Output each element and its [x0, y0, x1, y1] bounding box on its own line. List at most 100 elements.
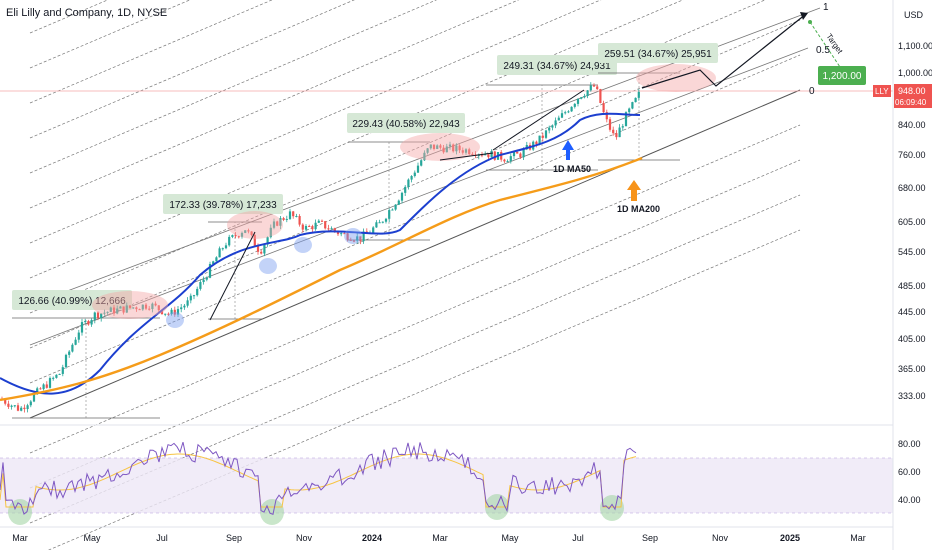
- candle-body: [589, 85, 592, 91]
- candle-body: [576, 98, 580, 104]
- support-circle: [166, 312, 184, 328]
- candle-body: [503, 159, 506, 162]
- candle-body: [320, 220, 324, 222]
- target-dot: [808, 20, 812, 24]
- candle-body: [554, 120, 557, 126]
- channel-line: [29, 0, 684, 279]
- candle-body: [186, 300, 189, 306]
- candle-body: [74, 339, 77, 345]
- candle-body: [458, 145, 461, 151]
- candle-body: [416, 165, 420, 173]
- candle-body: [173, 309, 176, 315]
- candle-body: [314, 222, 317, 230]
- channel-line: [29, 89, 801, 419]
- candle-body: [336, 231, 340, 235]
- measure-label: 172.33 (39.78%) 17,233: [169, 200, 277, 211]
- candle-body: [128, 305, 132, 308]
- candle-body: [138, 309, 141, 311]
- candle-body: [570, 106, 573, 112]
- candle-body: [157, 305, 160, 311]
- candle-body: [55, 374, 58, 378]
- candle-body: [68, 351, 71, 355]
- candle-body: [506, 161, 509, 163]
- currency-label: USD: [904, 10, 924, 20]
- rsi-oversold-circle: [260, 499, 284, 525]
- candle-body: [544, 130, 548, 138]
- ma200-label: 1D MA200: [617, 204, 660, 214]
- candle-body: [272, 221, 276, 228]
- candle-body: [340, 233, 343, 235]
- candle-body: [413, 172, 416, 177]
- candle-body: [231, 235, 234, 237]
- measure-label: 259.51 (34.67%) 25,951: [604, 49, 712, 60]
- candle-body: [400, 192, 404, 201]
- candle-body: [151, 303, 154, 310]
- target-badge: [818, 66, 866, 85]
- time-tick: 2025: [780, 533, 800, 543]
- last-price-badge: [894, 84, 932, 108]
- candle-body: [237, 236, 240, 238]
- time-tick: May: [83, 533, 101, 543]
- candlestick-series: [0, 82, 640, 413]
- candle-body: [183, 305, 186, 308]
- candle-body: [244, 230, 247, 233]
- candle-body: [442, 147, 445, 153]
- support-circle: [259, 258, 277, 274]
- candle-body: [170, 309, 173, 315]
- measure-label-bg: [497, 55, 617, 75]
- measure-label-bg: [163, 194, 283, 214]
- trend-arrow: [209, 231, 256, 321]
- candle-body: [608, 119, 612, 130]
- candle-body: [285, 218, 288, 220]
- candle-body: [573, 103, 576, 107]
- resistance-zone: [400, 133, 480, 161]
- candle-body: [42, 384, 45, 390]
- candle-body: [372, 227, 375, 233]
- trend-arrow: [439, 152, 494, 161]
- candle-body: [615, 133, 618, 138]
- candle-body: [471, 154, 474, 156]
- resistance-zone: [227, 211, 283, 239]
- time-tick: Sep: [226, 533, 242, 543]
- time-tick: Sep: [642, 533, 658, 543]
- rsi-panel: [0, 424, 893, 525]
- ma50-arrow-icon: [562, 140, 574, 160]
- rsi-ma-line: [0, 453, 637, 508]
- price-tick: 1,000.00: [898, 68, 932, 78]
- candle-body: [628, 108, 631, 113]
- candle-body: [624, 112, 628, 127]
- candle-body: [29, 401, 32, 406]
- candle-body: [359, 236, 362, 242]
- candle-body: [583, 95, 586, 98]
- candle-body: [634, 97, 637, 103]
- candle-body: [23, 407, 26, 410]
- candle-body: [356, 236, 359, 241]
- candle-body: [154, 303, 157, 306]
- candle-body: [132, 307, 135, 309]
- candle-body: [221, 248, 224, 250]
- channel-line: [29, 124, 801, 454]
- candle-body: [551, 125, 554, 128]
- price-tick: 840.00: [898, 120, 926, 130]
- candle-body: [122, 306, 125, 313]
- candle-body: [330, 228, 333, 230]
- candle-body: [432, 144, 436, 149]
- price-tick: 333.00: [898, 391, 926, 401]
- candle-body: [461, 150, 464, 153]
- channel-line: [29, 0, 766, 314]
- candle-body: [423, 152, 426, 161]
- candle-body: [52, 377, 55, 379]
- candle-body: [436, 145, 439, 149]
- candle-body: [100, 313, 103, 319]
- candle-body: [176, 309, 180, 315]
- channel-line: [29, 54, 801, 384]
- ma50-label: 1D MA50: [553, 164, 591, 174]
- candle-body: [7, 403, 10, 407]
- resistance-zone: [92, 291, 168, 319]
- candle-body: [407, 179, 410, 187]
- candle-body: [32, 394, 36, 402]
- candle-body: [304, 226, 308, 230]
- fib-line-05: [29, 47, 809, 346]
- candle-body: [276, 221, 279, 226]
